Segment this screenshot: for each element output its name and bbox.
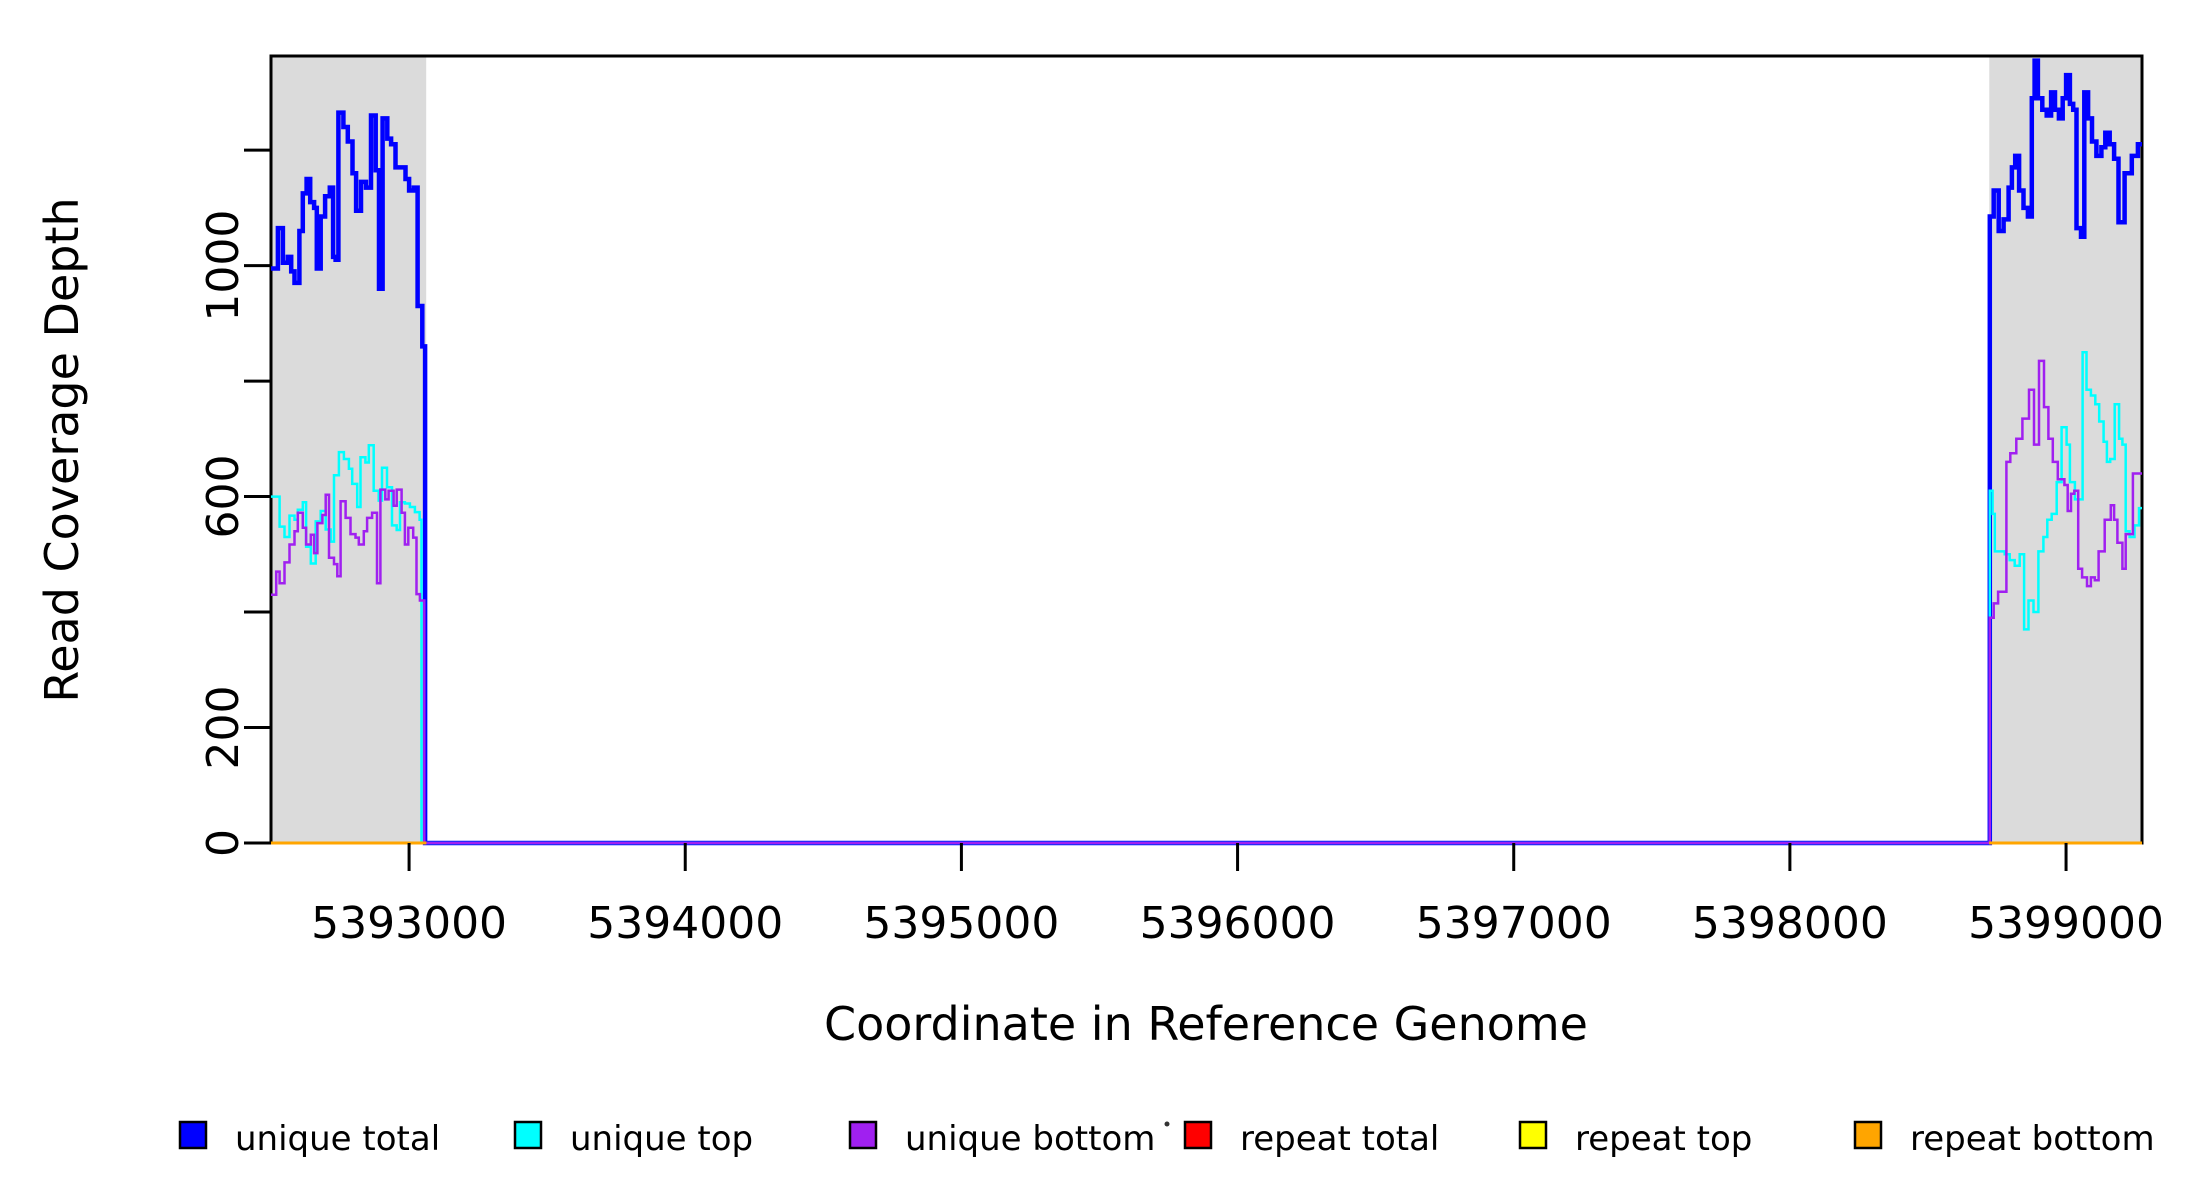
legend-swatch-unique-total <box>178 1120 208 1150</box>
series-unique-bottom <box>271 359 2142 845</box>
x-tick-label: 5393000 <box>311 898 507 949</box>
legend-item-unique-top: unique top <box>513 1119 753 1159</box>
legend-swatch-repeat-total <box>1183 1120 1213 1150</box>
y-tick-label: 0 <box>198 829 249 857</box>
series-unique-top <box>271 350 2142 845</box>
legend-item-unique-bottom: unique bottom <box>848 1119 1155 1159</box>
legend-label: unique total <box>235 1119 440 1159</box>
x-tick-label: 5395000 <box>863 898 1059 949</box>
legend: unique total unique top unique bottom repea… <box>178 1119 2155 1159</box>
plot-box <box>269 54 2144 845</box>
x-axis-title: Coordinate in Reference Genome <box>824 997 1588 1051</box>
legend-label: repeat bottom <box>1910 1119 2155 1159</box>
x-axis: 5393000 5394000 5395000 5396000 5397000 53980… <box>311 843 2164 949</box>
amplicon-regions <box>271 56 2142 843</box>
x-tick-label: 5397000 <box>1416 898 1612 949</box>
legend-label: repeat total <box>1240 1119 1439 1159</box>
x-tick-label: 5396000 <box>1140 898 1336 949</box>
x-tick-label: 5394000 <box>587 898 783 949</box>
legend-swatch-repeat-bottom <box>1853 1120 1883 1150</box>
x-tick-label: 5398000 <box>1692 898 1888 949</box>
y-tick-label: 600 <box>198 455 249 539</box>
legend-item-repeat-bottom: repeat bottom <box>1853 1119 2155 1159</box>
legend-label: unique bottom <box>905 1119 1155 1159</box>
legend-item-repeat-total: repeat total <box>1183 1119 1439 1159</box>
y-tick-label: 200 <box>198 686 249 770</box>
legend-item-unique-total: unique total <box>178 1119 440 1159</box>
region-left-amplicon <box>271 56 427 843</box>
x-tick-label: 5399000 <box>1968 898 2164 949</box>
y-axis: 0 200 600 1000 <box>198 148 271 857</box>
series-lines <box>271 58 2142 846</box>
legend-label: repeat top <box>1575 1119 1752 1159</box>
legend-swatch-unique-top <box>513 1120 543 1150</box>
y-tick-label: 1000 <box>198 210 249 322</box>
legend-label: unique top <box>570 1119 753 1159</box>
series-unique-total <box>271 58 2142 846</box>
legend-item-repeat-top: repeat top <box>1518 1119 1752 1159</box>
legend-swatch-unique-bottom <box>848 1120 878 1150</box>
y-axis-title: Read Coverage Depth <box>35 197 89 702</box>
legend-swatch-repeat-top <box>1518 1120 1548 1150</box>
stray-dot <box>1164 1121 1170 1127</box>
